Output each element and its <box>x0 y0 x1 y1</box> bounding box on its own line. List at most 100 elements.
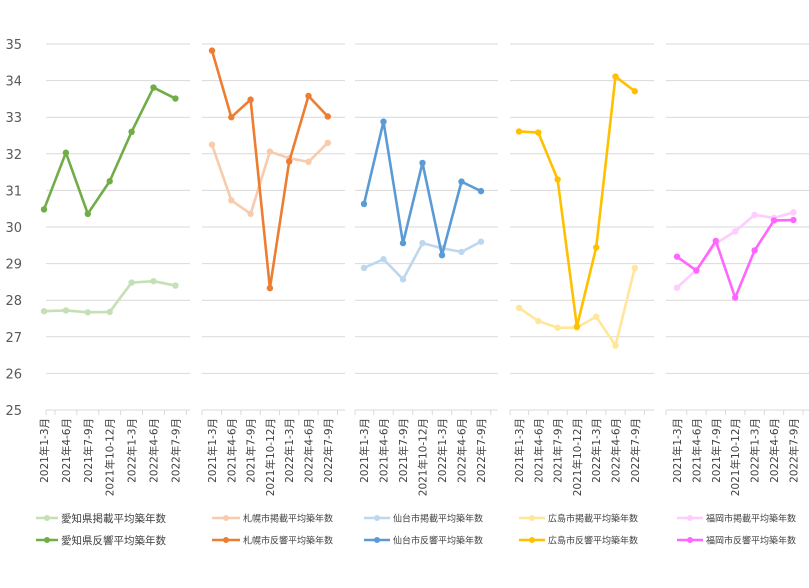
x-tick-label: 2021年4-6月 <box>378 418 391 483</box>
data-point <box>106 178 113 185</box>
data-point <box>62 149 70 156</box>
data-point <box>419 239 426 247</box>
x-tick-label: 2021年10-12月 <box>417 418 430 496</box>
x-tick-label: 2021年4-6月 <box>225 418 238 483</box>
x-tick-label: 2021年7-9月 <box>397 418 410 483</box>
legend-label: 広島市掲載平均築年数 <box>548 512 638 524</box>
x-tick-label: 2021年4-6月 <box>690 418 703 483</box>
data-point <box>208 141 216 148</box>
data-point <box>399 239 407 247</box>
data-point <box>790 209 797 216</box>
data-point <box>612 73 619 80</box>
legend-swatch-dot <box>374 515 380 521</box>
x-tick-label: 2022年7-9月 <box>475 418 488 483</box>
series-line <box>362 120 483 257</box>
x-tick-label: 2022年4-6月 <box>610 418 623 483</box>
data-point <box>673 284 681 291</box>
data-point <box>438 251 446 259</box>
data-point <box>247 210 254 218</box>
data-point <box>693 267 700 274</box>
x-tick-label: 2021年4-6月 <box>532 418 545 483</box>
legend-swatch-dot <box>529 537 535 543</box>
data-point <box>790 216 797 224</box>
data-point <box>106 308 113 316</box>
x-tick-label: 2021年1-3月 <box>671 418 684 483</box>
x-tick-label: 2022年1-3月 <box>749 418 762 483</box>
data-point <box>477 238 485 245</box>
y-tick-label: 30 <box>5 221 22 236</box>
data-point <box>150 277 157 285</box>
x-tick-label: 2021年10-12月 <box>729 418 742 496</box>
x-tick-label: 2021年10-12月 <box>104 418 117 496</box>
legend-label: 福岡市掲載平均築年数 <box>706 512 796 524</box>
data-point <box>380 118 387 125</box>
data-point <box>515 304 523 312</box>
x-tick-label: 2021年1-3月 <box>206 418 219 483</box>
x-tick-label: 2022年1-3月 <box>126 418 139 483</box>
data-point <box>712 237 719 245</box>
y-tick-label: 28 <box>5 294 22 309</box>
data-point <box>266 284 274 292</box>
y-tick-label: 31 <box>5 184 22 199</box>
y-tick-label: 32 <box>5 148 22 163</box>
x-tick-label: 2022年7-9月 <box>787 418 800 483</box>
data-point <box>62 307 70 314</box>
series-line <box>210 49 330 290</box>
legend-swatch-dot <box>223 515 229 521</box>
data-point <box>399 276 407 283</box>
data-point <box>593 313 600 320</box>
data-point <box>40 307 48 315</box>
legend-label: 広島市反響平均築年数 <box>548 534 638 546</box>
data-point <box>172 282 179 289</box>
data-point <box>554 324 561 331</box>
data-point <box>228 197 235 204</box>
data-point <box>458 178 465 185</box>
y-tick-label: 33 <box>5 111 22 126</box>
legend-swatch-dot <box>687 515 693 521</box>
y-tick-label: 35 <box>5 38 22 53</box>
data-point <box>612 342 619 349</box>
y-tick-label: 25 <box>5 404 22 419</box>
x-tick-label: 2021年7-9月 <box>82 418 95 483</box>
x-tick-label: 2021年10-12月 <box>264 418 277 496</box>
legend-swatch-dot <box>223 537 229 543</box>
data-point <box>554 176 561 183</box>
data-point <box>732 228 739 235</box>
legend-label: 福岡市反響平均築年数 <box>706 534 796 546</box>
data-point <box>324 139 331 147</box>
legend-swatch-dot <box>44 537 50 543</box>
y-tick-label: 26 <box>5 367 22 382</box>
x-tick-label: 2021年7-9月 <box>552 418 565 483</box>
legend-swatch-dot <box>374 537 380 543</box>
data-point <box>172 95 179 102</box>
x-tick-label: 2021年1-3月 <box>358 418 371 483</box>
x-tick-label: 2021年7-9月 <box>245 418 258 483</box>
x-tick-label: 2022年1-3月 <box>436 418 449 483</box>
data-point <box>673 253 681 260</box>
data-point <box>593 244 600 251</box>
data-point <box>305 158 312 166</box>
x-tick-label: 2022年7-9月 <box>629 418 642 483</box>
data-point <box>266 148 274 155</box>
data-point <box>208 47 216 54</box>
y-tick-label: 29 <box>5 258 22 273</box>
data-point <box>419 159 426 167</box>
x-tick-label: 2022年4-6月 <box>456 418 469 483</box>
data-point <box>305 92 312 100</box>
legend-label: 仙台市掲載平均築年数 <box>393 512 483 524</box>
data-point <box>535 129 542 136</box>
data-point <box>128 128 135 136</box>
legend-label: 愛知県掲載平均築年数 <box>61 512 166 525</box>
data-point <box>631 264 638 272</box>
data-point <box>40 206 48 213</box>
data-point <box>128 279 135 286</box>
x-tick-label: 2021年1-3月 <box>513 418 526 483</box>
series-line <box>517 75 637 328</box>
data-point <box>360 264 368 272</box>
data-point <box>477 187 485 195</box>
legend-label: 仙台市反響平均築年数 <box>393 534 483 546</box>
data-point <box>380 256 387 263</box>
data-point <box>150 84 157 91</box>
x-tick-label: 2021年1-3月 <box>38 418 51 483</box>
